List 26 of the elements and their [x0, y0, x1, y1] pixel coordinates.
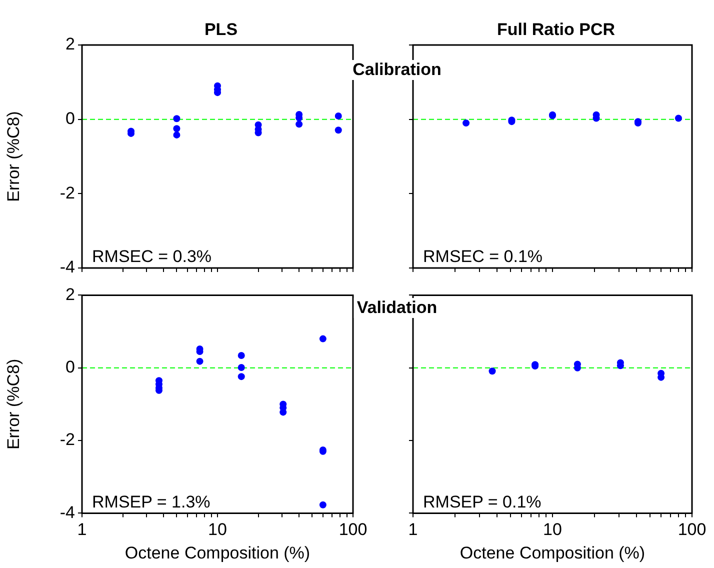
annotation: RMSEC = 0.1%	[423, 247, 543, 266]
chart-title: Full Ratio PCR	[496, 20, 616, 40]
text: Validation	[354, 298, 440, 318]
x-tick-label: 1	[408, 520, 418, 540]
y-tick-label: -4	[60, 502, 75, 522]
y-axis-title: Error (%C8)	[4, 111, 23, 202]
chart-title: PLS	[203, 20, 239, 40]
x-tick-label: 100	[678, 520, 706, 540]
y-tick-label: 0	[66, 358, 75, 377]
x-axis-title: Octene Composition (%)	[460, 543, 646, 562]
y-tick-label: -2	[60, 183, 75, 202]
x-axis-title: Octene Composition (%)	[124, 543, 310, 562]
y-tick-label: -2	[60, 430, 75, 450]
y-tick-label: 0	[66, 109, 75, 128]
x-tick-label: 10	[208, 520, 227, 540]
y-axis-title: Error (%C8)	[4, 358, 23, 450]
x-tick-label: 100	[338, 520, 368, 540]
annotation: RMSEC = 0.3%	[92, 247, 212, 266]
annotation: RMSEP = 1.3%	[92, 492, 210, 512]
y-tick-label: 2	[66, 34, 75, 54]
y-tick-label: -4	[60, 258, 75, 277]
annotation: RMSEP = 0.1%	[423, 492, 542, 512]
x-tick-label: 1	[77, 520, 87, 540]
text: Calibration	[350, 60, 444, 80]
x-tick-label: 10	[543, 520, 562, 540]
y-tick-label: 2	[66, 284, 75, 304]
